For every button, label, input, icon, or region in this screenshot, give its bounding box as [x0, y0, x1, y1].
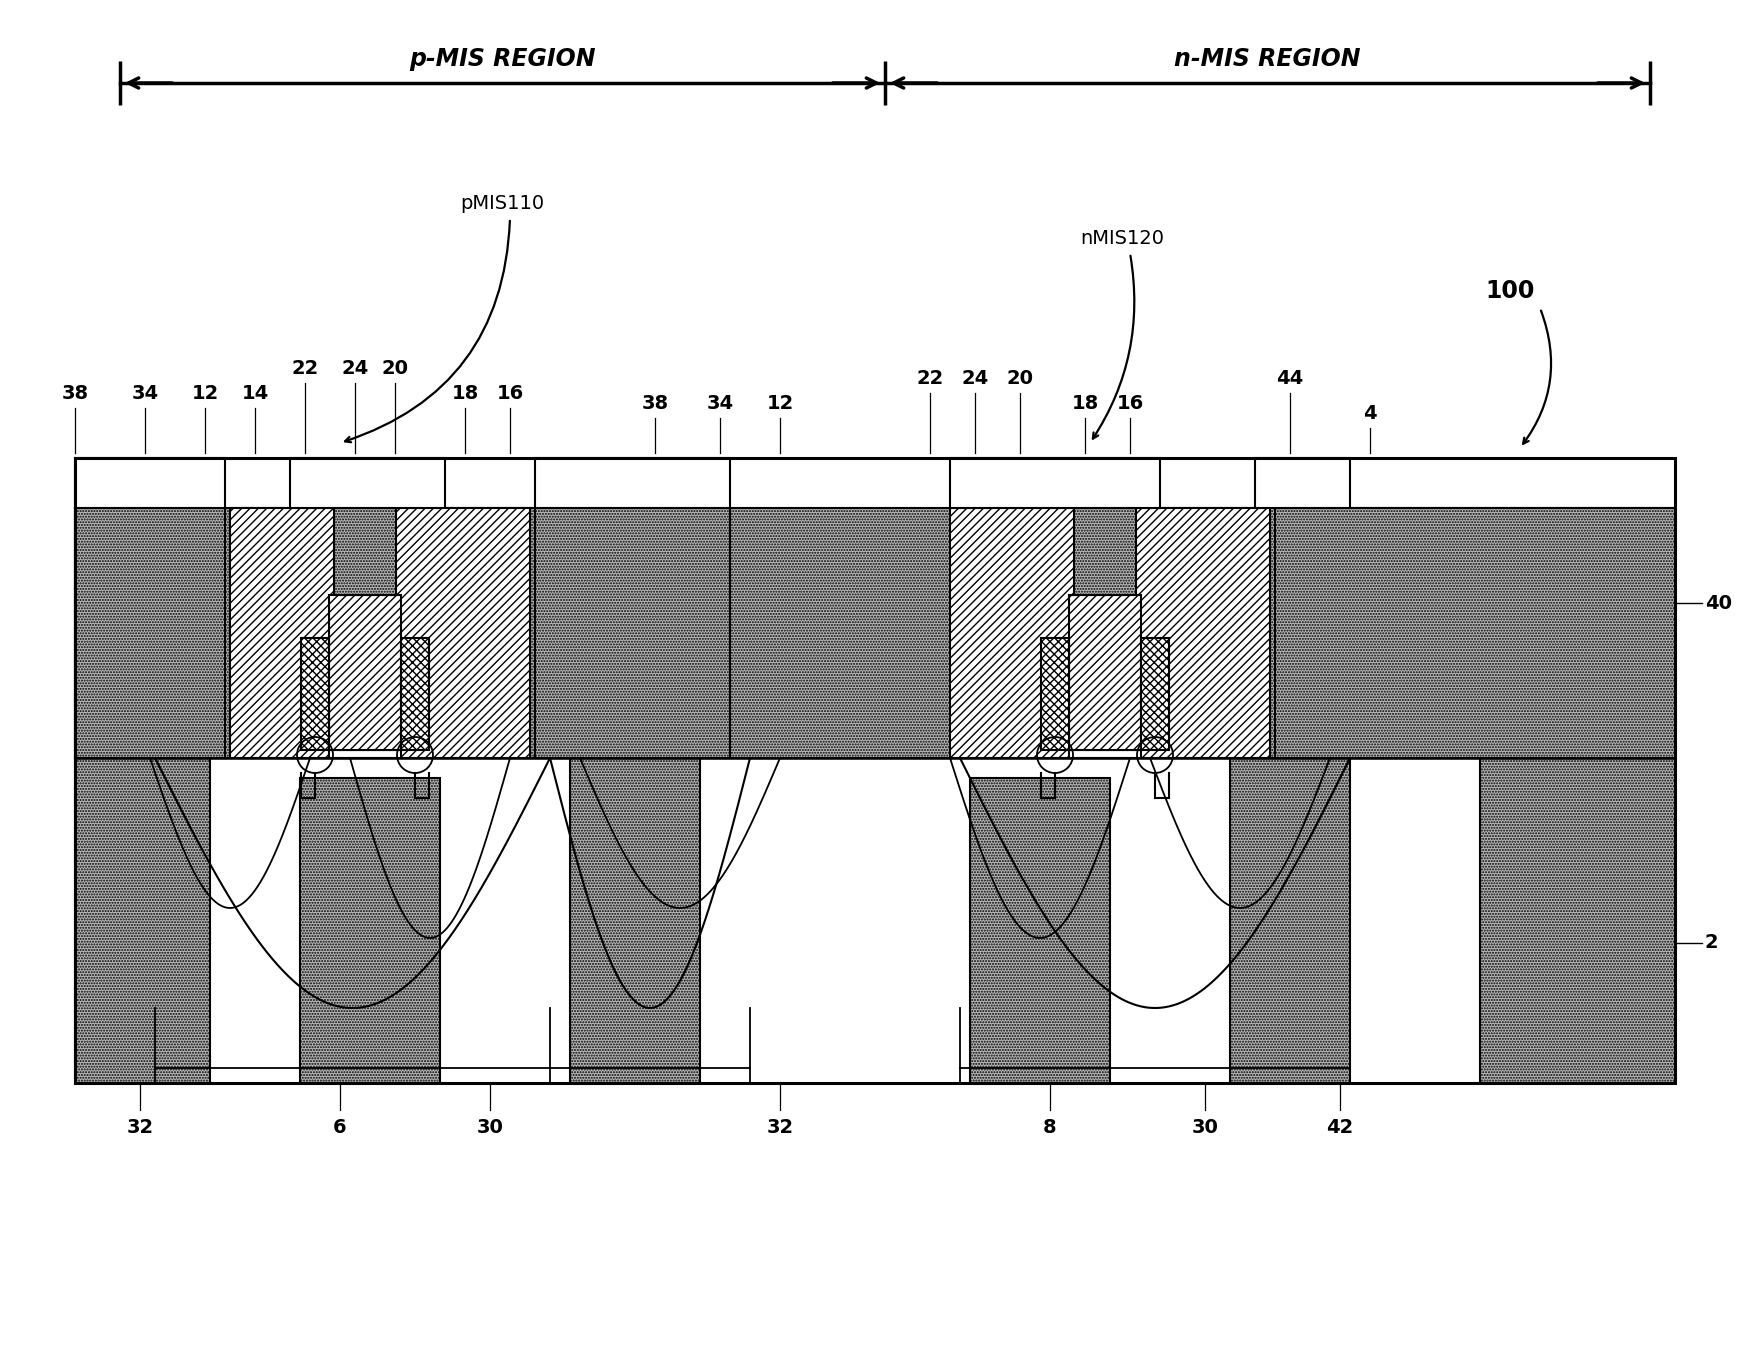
- Text: 16: 16: [496, 384, 524, 403]
- Text: 30: 30: [476, 1118, 503, 1137]
- Bar: [951, 508, 1270, 758]
- Text: n-MIS REGION: n-MIS REGION: [1175, 46, 1360, 71]
- Text: pMIS110: pMIS110: [460, 194, 543, 213]
- Text: 24: 24: [961, 369, 988, 388]
- Bar: [333, 508, 395, 596]
- Bar: [76, 458, 226, 508]
- Text: 40: 40: [1706, 593, 1732, 612]
- Bar: [1141, 638, 1170, 750]
- Text: 16: 16: [1117, 394, 1143, 413]
- Text: 12: 12: [766, 394, 794, 413]
- Bar: [1069, 750, 1141, 758]
- Bar: [76, 508, 1676, 758]
- Text: 24: 24: [342, 358, 369, 378]
- Bar: [1275, 508, 1676, 758]
- Text: 32: 32: [127, 1118, 153, 1137]
- Text: 8: 8: [1043, 1118, 1057, 1137]
- Bar: [229, 508, 529, 758]
- Text: p-MIS REGION: p-MIS REGION: [409, 46, 596, 71]
- Text: 20: 20: [1007, 369, 1034, 388]
- Text: 4: 4: [1364, 403, 1378, 423]
- Text: 22: 22: [291, 358, 319, 378]
- Bar: [289, 458, 445, 508]
- Bar: [330, 750, 400, 758]
- Text: 20: 20: [381, 358, 409, 378]
- Bar: [1230, 758, 1349, 1084]
- Text: 2: 2: [1706, 934, 1718, 953]
- Bar: [570, 758, 700, 1084]
- Text: 38: 38: [62, 384, 88, 403]
- Text: 38: 38: [642, 394, 669, 413]
- Bar: [76, 458, 1676, 1084]
- Bar: [400, 638, 429, 750]
- Text: 42: 42: [1327, 1118, 1353, 1137]
- Bar: [1254, 458, 1349, 508]
- Text: 30: 30: [1191, 1118, 1219, 1137]
- Bar: [1069, 596, 1141, 750]
- Text: 22: 22: [916, 369, 944, 388]
- Text: 12: 12: [191, 384, 219, 403]
- Bar: [1041, 638, 1069, 750]
- Text: 14: 14: [242, 384, 268, 403]
- Text: 100: 100: [1485, 279, 1535, 303]
- Bar: [330, 596, 400, 750]
- Text: 18: 18: [452, 384, 478, 403]
- Text: 32: 32: [766, 1118, 794, 1137]
- Text: 44: 44: [1277, 369, 1304, 388]
- Bar: [76, 758, 210, 1084]
- Bar: [970, 778, 1110, 1084]
- Text: 34: 34: [706, 394, 734, 413]
- Bar: [300, 778, 439, 1084]
- Bar: [534, 458, 730, 508]
- Bar: [76, 458, 1676, 1084]
- Text: 18: 18: [1071, 394, 1099, 413]
- Text: 34: 34: [132, 384, 159, 403]
- Bar: [534, 508, 730, 758]
- Text: nMIS120: nMIS120: [1080, 229, 1164, 248]
- Bar: [1480, 758, 1676, 1084]
- Bar: [1074, 508, 1136, 596]
- Bar: [302, 638, 330, 750]
- Text: 6: 6: [333, 1118, 348, 1137]
- Bar: [951, 458, 1161, 508]
- Bar: [76, 508, 226, 758]
